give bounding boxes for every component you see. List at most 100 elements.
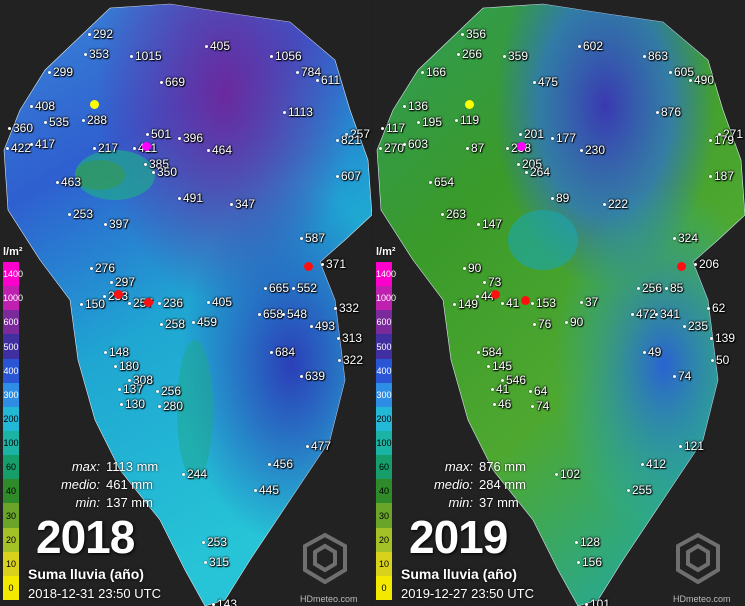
station-dot-icon: [381, 127, 384, 131]
station-dot-icon: [461, 33, 464, 37]
legend-color-step: [376, 455, 392, 480]
stat-max-label: max:: [444, 459, 473, 474]
rain-value-label: 253: [202, 536, 227, 548]
legend-unit: l/m²: [376, 246, 396, 258]
station-dot-icon: [533, 323, 536, 327]
legend-tick: 40: [5, 486, 16, 497]
station-dot-icon: [205, 45, 208, 49]
station-dot-icon: [268, 463, 271, 467]
station-dot-icon: [683, 325, 686, 329]
stat-mean-label: medio:: [60, 477, 100, 492]
station-dot-icon: [501, 379, 504, 383]
station-dot-icon: [603, 203, 606, 207]
rain-value-label: 102: [555, 468, 580, 480]
legend-tick: 400: [376, 365, 392, 376]
rain-value-label: 205: [517, 158, 542, 170]
legend-color-step: [3, 334, 19, 360]
legend-color-step: [376, 527, 392, 553]
station-dot-icon: [403, 143, 406, 147]
rain-value-label: 456: [268, 458, 293, 470]
stat-min-label: min:: [448, 495, 473, 510]
marker-station: [114, 290, 123, 299]
hdmeteo-logo-icon: [303, 532, 347, 585]
station-dot-icon: [8, 127, 11, 131]
legend-tick: 30: [378, 510, 389, 521]
rain-value-label: 322: [338, 354, 363, 366]
rain-value-label: 297: [110, 276, 135, 288]
station-dot-icon: [182, 473, 185, 477]
station-dot-icon: [30, 105, 33, 109]
legend-color-step: [3, 382, 19, 408]
station-dot-icon: [655, 313, 658, 317]
rain-value-label: 308: [128, 374, 153, 386]
station-dot-icon: [230, 203, 233, 207]
rain-value-label: 464: [207, 144, 232, 156]
station-dot-icon: [338, 359, 341, 363]
rain-value-label: 217: [93, 142, 118, 154]
station-dot-icon: [270, 351, 273, 355]
station-dot-icon: [345, 133, 348, 137]
marker-station: [144, 298, 153, 307]
rain-value-label: 256: [156, 385, 181, 397]
rain-value-label: 37: [580, 296, 598, 308]
station-dot-icon: [580, 301, 583, 305]
map-title: Suma lluvia (año): [28, 566, 144, 582]
station-dot-icon: [463, 267, 466, 271]
station-dot-icon: [337, 337, 340, 341]
station-dot-icon: [679, 445, 682, 449]
rain-value-label: 408: [30, 100, 55, 112]
station-dot-icon: [580, 149, 583, 153]
station-dot-icon: [503, 55, 506, 59]
rain-value-label: 266: [457, 48, 482, 60]
station-dot-icon: [56, 181, 59, 185]
station-dot-icon: [637, 287, 640, 291]
station-dot-icon: [457, 53, 460, 57]
rainfall-map-2018: [3, 3, 372, 606]
rain-value-label: 821: [336, 134, 361, 146]
station-dot-icon: [110, 281, 113, 285]
legend-color-step: [376, 503, 392, 529]
station-dot-icon: [158, 405, 161, 409]
station-dot-icon: [718, 133, 721, 137]
station-dot-icon: [669, 71, 672, 75]
rain-value-label: 89: [551, 192, 569, 204]
rain-value-label: 876: [656, 106, 681, 118]
marker-station: [517, 142, 526, 151]
rain-value-label: 180: [114, 360, 139, 372]
map-date: 2019-12-27 23:50 UTC: [401, 586, 534, 601]
station-dot-icon: [453, 303, 456, 307]
legend-color-step: [376, 286, 392, 311]
station-dot-icon: [565, 321, 568, 325]
legend-tick: 30: [5, 510, 16, 521]
rain-value-label: 299: [48, 66, 73, 78]
station-dot-icon: [146, 133, 149, 137]
rain-value-label: 607: [336, 170, 361, 182]
station-dot-icon: [104, 351, 107, 355]
station-dot-icon: [429, 181, 432, 185]
station-dot-icon: [421, 71, 424, 75]
station-dot-icon: [517, 163, 520, 167]
station-dot-icon: [709, 139, 712, 143]
stat-min: 137 mm: [106, 495, 153, 510]
rain-value-label: 149: [453, 298, 478, 310]
rain-value-label: 230: [580, 144, 605, 156]
rain-value-label: 90: [565, 316, 583, 328]
rain-value-label: 475: [533, 76, 558, 88]
station-dot-icon: [144, 163, 147, 167]
station-dot-icon: [316, 79, 319, 83]
rain-value-label: 350: [152, 166, 177, 178]
rain-value-label: 359: [503, 50, 528, 62]
rain-value-label: 276: [90, 262, 115, 274]
map-date: 2018-12-31 23:50 UTC: [28, 586, 161, 601]
rain-value-label: 85: [665, 282, 683, 294]
legend-tick: 0: [381, 582, 387, 593]
legend-color-step: [376, 406, 392, 432]
rain-value-label: 256: [637, 282, 662, 294]
legend-tick: 300: [376, 389, 392, 400]
station-dot-icon: [90, 267, 93, 271]
station-dot-icon: [710, 337, 713, 341]
rain-value-label: 548: [282, 308, 307, 320]
rain-value-label: 179: [709, 134, 734, 146]
rain-value-label: 119: [455, 114, 479, 126]
rain-value-label: 1015: [130, 50, 162, 62]
